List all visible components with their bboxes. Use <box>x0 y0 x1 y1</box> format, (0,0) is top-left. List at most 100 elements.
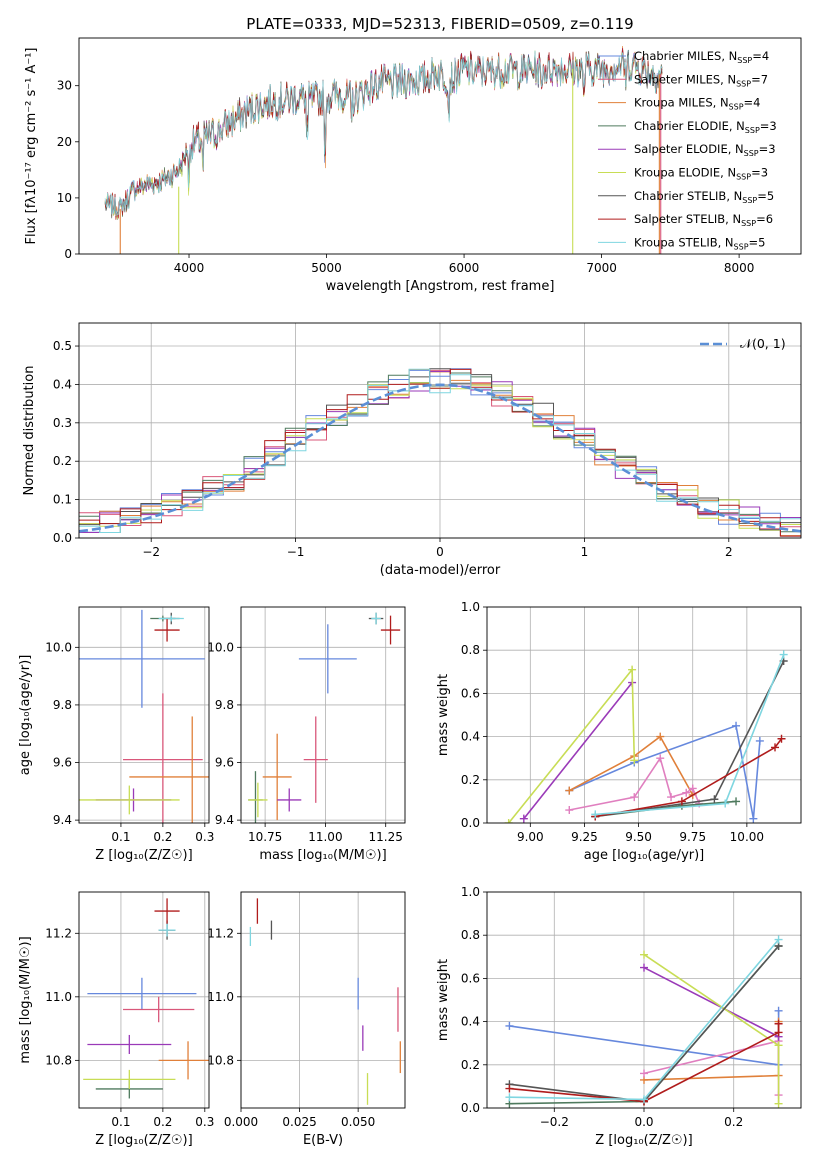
y-tick-label: 0 <box>64 247 72 261</box>
weight-marker <box>774 1006 783 1015</box>
weight-series-2 <box>640 1037 783 1100</box>
weight-marker <box>682 788 691 797</box>
x-tick-label: 9.25 <box>571 830 598 844</box>
x-axis-label: mass [log₁₀(M/M☉)] <box>259 848 386 863</box>
errorbar-point-5 <box>248 782 268 818</box>
weight-marker <box>779 650 788 659</box>
weight-line <box>568 735 694 796</box>
y-axis-label: age [log₁₀(age/yr)] <box>18 655 33 776</box>
y-tick-label: 0.3 <box>53 416 72 430</box>
weight-marker <box>774 1099 783 1108</box>
weight-marker <box>771 743 780 752</box>
weight-marker <box>774 1028 783 1037</box>
y-tick-label: 20 <box>57 135 72 149</box>
legend-label: 𝒩(0, 1) <box>740 336 786 351</box>
panel-4: 9.00 9.25 9.50 9.75 10.00 0.0 0.2 0.4 0.6 0.8 1.0 a… <box>436 600 802 863</box>
plot-area-4 <box>504 650 788 823</box>
weight-series-5 <box>504 665 639 823</box>
x-tick-label: 0 <box>436 545 444 559</box>
weight-series-6 <box>591 657 788 821</box>
y-tick-label: 11.2 <box>45 926 72 940</box>
y-axis-label: Normed distribution <box>22 366 37 496</box>
panel-1: −2 −1 0 1 2 0.0 0.1 0.2 0.3 0.4 0.5 (data-model)/er… <box>22 322 802 578</box>
legend-label: Kroupa ELODIE, NSSP=3 <box>634 166 768 182</box>
axes-frame <box>78 322 802 539</box>
weight-series-4 <box>640 963 783 1041</box>
weight-marker <box>640 950 648 959</box>
x-tick-label: 0.050 <box>341 1115 375 1129</box>
x-tick-label: 8000 <box>724 261 755 275</box>
y-tick-label: 10.8 <box>207 1053 234 1067</box>
weight-marker <box>628 665 637 674</box>
errorbar-point-8 <box>371 612 381 625</box>
axes-frame <box>78 891 210 1109</box>
x-axis-label: (data-model)/error <box>380 563 501 578</box>
x-tick-label: 0.1 <box>111 1115 130 1129</box>
x-tick-label: 0.2 <box>153 830 172 844</box>
legend-label: Chabrier STELIB, NSSP=5 <box>634 189 774 205</box>
plot-area-7 <box>505 935 783 1108</box>
errorbar-point-0 <box>79 609 205 708</box>
spectrum-series-8 <box>104 50 663 217</box>
panel-5: 0.1 0.2 0.3 10.8 11.0 11.2 Z [log₁₀(Z/Z☉)] mass… <box>18 891 214 1148</box>
x-axis-label: Z [log₁₀(Z/Z☉)] <box>95 1133 192 1148</box>
x-tick-label: 5000 <box>311 261 342 275</box>
y-tick-label: 10 <box>57 191 72 205</box>
weight-marker <box>565 806 574 815</box>
x-tick-label: 0.2 <box>724 1115 743 1129</box>
weight-series-5 <box>640 950 783 1108</box>
x-tick-label: 1 <box>581 545 589 559</box>
y-tick-label: 11.0 <box>45 990 72 1004</box>
x-tick-label: 2 <box>725 545 733 559</box>
x-tick-label: 9.75 <box>679 830 706 844</box>
axes-frame <box>486 606 802 824</box>
weight-line <box>643 1021 780 1081</box>
y-tick-label: 10.0 <box>45 640 72 654</box>
y-tick-label: 0.2 <box>461 773 480 787</box>
weight-marker <box>710 795 719 804</box>
y-axis-label: Flux [fλ10⁻¹⁷ erg cm⁻² s⁻¹ A⁻¹] <box>24 48 39 245</box>
weight-line <box>643 966 779 1038</box>
y-tick-label: 0.8 <box>461 643 480 657</box>
plot-area-3 <box>248 612 401 823</box>
y-tick-label: 0.2 <box>53 454 72 468</box>
panel-3: 10.75 11.00 11.25 9.4 9.6 9.8 10.0 mass [log₁₀(… <box>207 606 406 863</box>
x-axis-label: age [log₁₀(age/yr)] <box>584 848 705 863</box>
x-tick-label: 7000 <box>586 261 617 275</box>
legend-label: Salpeter MILES, NSSP=7 <box>634 72 768 88</box>
x-axis-label: wavelength [Angstrom, rest frame] <box>326 279 555 294</box>
legend-label: Salpeter ELODIE, NSSP=3 <box>634 142 776 158</box>
errorbar-point-4 <box>277 788 302 812</box>
y-tick-label: 0.6 <box>461 686 480 700</box>
x-tick-label: −2 <box>142 545 160 559</box>
x-tick-label: 10.75 <box>248 830 282 844</box>
x-tick-label: 9.50 <box>625 830 652 844</box>
y-axis-label: mass [log₁₀(M/M☉)] <box>18 936 33 1063</box>
y-tick-label: 0.2 <box>461 1058 480 1072</box>
weight-marker <box>504 819 513 823</box>
weight-marker <box>732 797 741 806</box>
histogram-series-7 <box>79 368 801 537</box>
x-tick-label: −1 <box>287 545 305 559</box>
axes-frame <box>240 606 406 824</box>
y-tick-label: 1.0 <box>461 885 480 899</box>
weight-marker <box>519 814 528 823</box>
legend: Chabrier MILES, NSSP=4 Salpeter MILES, NS… <box>598 49 777 251</box>
y-tick-label: 9.8 <box>53 698 72 712</box>
x-tick-label: 6000 <box>449 261 480 275</box>
errorbar-point-1 <box>123 693 203 823</box>
weight-marker <box>630 793 639 802</box>
x-tick-label: −0.2 <box>540 1115 569 1129</box>
y-tick-label: 0.0 <box>461 1101 480 1115</box>
weight-marker <box>721 799 730 808</box>
x-tick-label: 11.25 <box>369 830 403 844</box>
y-tick-label: 0.6 <box>461 971 480 985</box>
legend-label: Chabrier MILES, NSSP=4 <box>634 49 769 65</box>
panel-2: 0.1 0.2 0.3 9.4 9.6 9.8 10.0 Z [log₁₀(Z/Z☉)] age… <box>18 606 214 863</box>
weight-marker <box>656 732 665 741</box>
weight-marker <box>777 734 786 743</box>
y-tick-label: 9.6 <box>215 756 234 770</box>
weight-line <box>509 1023 780 1103</box>
y-tick-label: 9.6 <box>53 756 72 770</box>
